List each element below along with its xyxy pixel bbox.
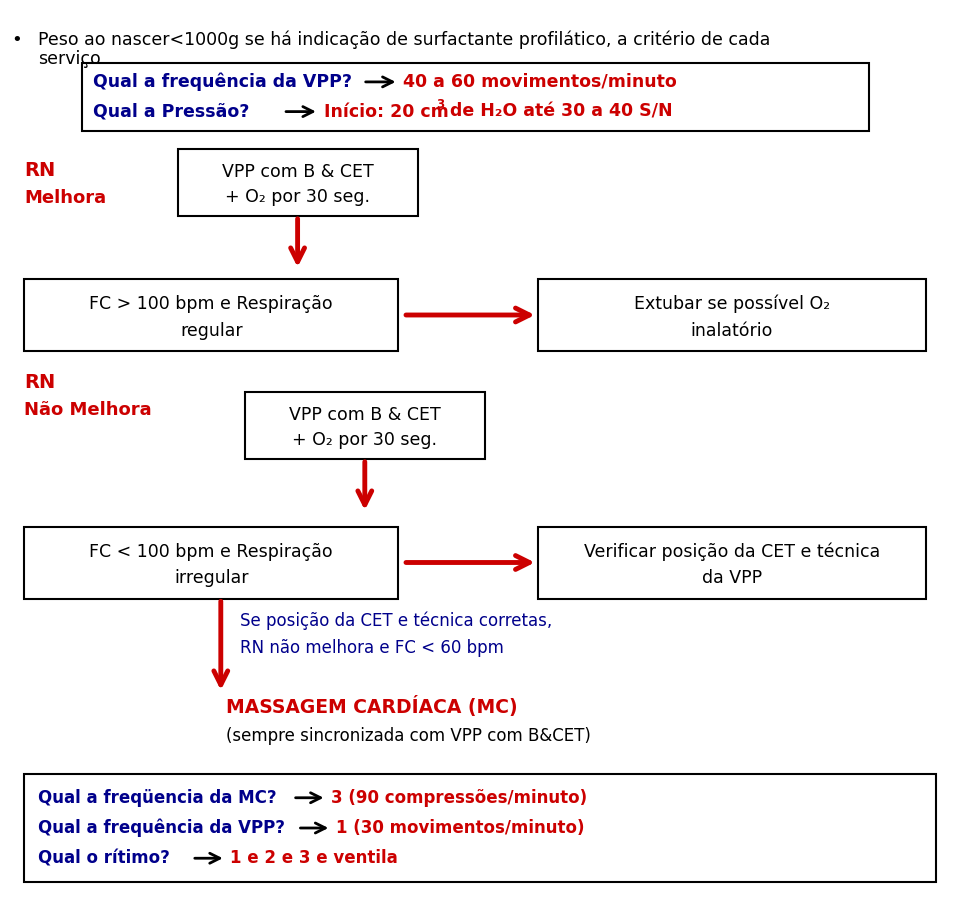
FancyBboxPatch shape — [24, 279, 398, 351]
Text: VPP com B & CET: VPP com B & CET — [289, 406, 441, 424]
Text: 3: 3 — [436, 98, 444, 111]
Text: Melhora: Melhora — [24, 189, 107, 207]
Text: Qual a freqüencia da MC?: Qual a freqüencia da MC? — [38, 788, 277, 806]
Text: Qual a frequência da VPP?: Qual a frequência da VPP? — [93, 73, 352, 91]
FancyBboxPatch shape — [538, 526, 926, 598]
Text: irregular: irregular — [174, 570, 249, 588]
FancyBboxPatch shape — [245, 392, 485, 459]
Text: RN: RN — [24, 161, 56, 181]
Text: serviço: serviço — [38, 50, 101, 68]
Text: RN: RN — [24, 373, 56, 392]
Text: Verificar posição da CET e técnica: Verificar posição da CET e técnica — [584, 543, 880, 561]
Text: da VPP: da VPP — [702, 570, 762, 588]
Text: Início: 20 cm: Início: 20 cm — [324, 103, 448, 121]
Text: (sempre sincronizada com VPP com B&CET): (sempre sincronizada com VPP com B&CET) — [226, 727, 590, 745]
Text: Qual o rítimo?: Qual o rítimo? — [38, 850, 170, 868]
Text: regular: regular — [180, 322, 243, 340]
FancyBboxPatch shape — [24, 526, 398, 598]
Text: VPP com B & CET: VPP com B & CET — [222, 163, 373, 181]
Text: Se posição da CET e técnica corretas,: Se posição da CET e técnica corretas, — [240, 612, 552, 630]
Text: Qual a Pressão?: Qual a Pressão? — [93, 103, 250, 121]
Text: inalatório: inalatório — [691, 322, 773, 340]
Text: FC > 100 bpm e Respiração: FC > 100 bpm e Respiração — [89, 295, 333, 313]
FancyBboxPatch shape — [82, 63, 869, 130]
Text: 1 e 2 e 3 e ventila: 1 e 2 e 3 e ventila — [230, 850, 398, 868]
Text: Peso ao nascer<1000g se há indicação de surfactante profilático, a critério de c: Peso ao nascer<1000g se há indicação de … — [38, 31, 771, 50]
Text: + O₂ por 30 seg.: + O₂ por 30 seg. — [225, 188, 371, 206]
Text: Não Melhora: Não Melhora — [24, 400, 152, 418]
Text: 3 (90 compressões/minuto): 3 (90 compressões/minuto) — [331, 788, 588, 806]
Text: Qual a frequência da VPP?: Qual a frequência da VPP? — [38, 819, 285, 837]
Text: •: • — [12, 31, 22, 49]
Text: 40 a 60 movimentos/minuto: 40 a 60 movimentos/minuto — [403, 73, 677, 91]
Text: Extubar se possível O₂: Extubar se possível O₂ — [634, 295, 830, 313]
Text: + O₂ por 30 seg.: + O₂ por 30 seg. — [292, 431, 438, 449]
FancyBboxPatch shape — [178, 148, 418, 216]
Text: MASSAGEM CARDÍACA (MC): MASSAGEM CARDÍACA (MC) — [226, 696, 517, 717]
Text: FC < 100 bpm e Respiração: FC < 100 bpm e Respiração — [89, 543, 333, 561]
Text: RN não melhora e FC < 60 bpm: RN não melhora e FC < 60 bpm — [240, 639, 504, 657]
Text: 1 (30 movimentos/minuto): 1 (30 movimentos/minuto) — [336, 819, 585, 837]
FancyBboxPatch shape — [538, 279, 926, 351]
Text: de H₂O até 30 a 40 S/N: de H₂O até 30 a 40 S/N — [444, 103, 672, 121]
FancyBboxPatch shape — [24, 774, 936, 882]
